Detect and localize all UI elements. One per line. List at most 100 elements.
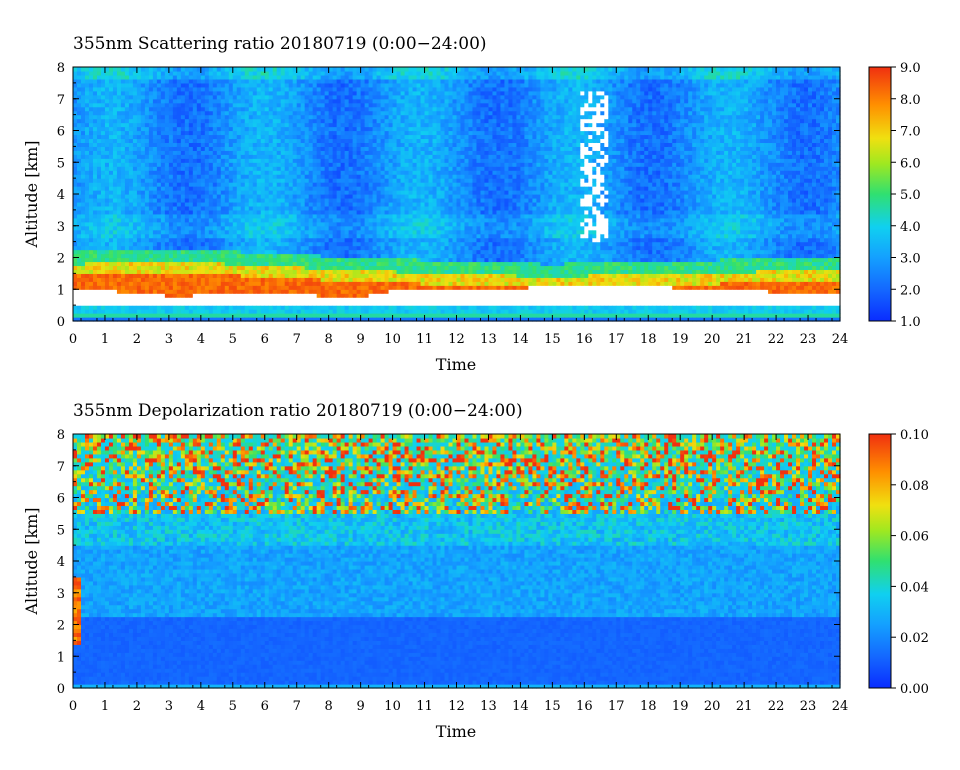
heatmap-cell — [276, 237, 282, 243]
heatmap-cell — [320, 102, 326, 108]
heatmap-cell — [360, 201, 366, 207]
heatmap-cell — [344, 94, 350, 100]
heatmap-cell — [324, 217, 330, 223]
heatmap-cell — [228, 269, 234, 274]
heatmap-cell — [80, 229, 86, 235]
heatmap-cell — [200, 134, 206, 140]
heatmap-cell — [264, 178, 270, 183]
heatmap-cell — [172, 98, 178, 104]
heatmap-cell — [180, 277, 186, 282]
heatmap-cell — [124, 114, 130, 120]
heatmap-cell — [344, 261, 350, 267]
heatmap-cell — [184, 78, 190, 84]
heatmap-cell — [356, 313, 362, 318]
heatmap-cell — [84, 233, 90, 239]
heatmap-cell — [196, 305, 202, 310]
heatmap-cell — [208, 110, 214, 116]
heatmap-cell — [308, 162, 314, 167]
heatmap-cell — [204, 285, 210, 290]
heatmap-cell — [300, 277, 306, 282]
heatmap-cell — [336, 150, 342, 155]
heatmap-cell — [332, 249, 338, 255]
heatmap-cell — [120, 186, 126, 191]
heatmap-cell — [380, 297, 386, 302]
heatmap-cell — [192, 67, 198, 72]
heatmap-cell — [104, 297, 110, 302]
heatmap-cell — [80, 313, 86, 318]
heatmap-cell — [300, 301, 306, 306]
heatmap-cell — [196, 138, 202, 144]
heatmap-cell — [328, 150, 334, 155]
heatmap-cell — [304, 126, 310, 132]
heatmap-cell — [184, 186, 190, 191]
heatmap-cell — [380, 150, 386, 155]
heatmap-cell — [184, 154, 190, 159]
heatmap-cell — [252, 67, 258, 72]
heatmap-cell — [76, 67, 82, 72]
heatmap-cell — [348, 74, 354, 80]
heatmap-cell — [164, 154, 170, 159]
heatmap-cell — [288, 237, 294, 243]
heatmap-cell — [100, 289, 106, 294]
heatmap-cell — [140, 309, 146, 314]
heatmap-cell — [288, 313, 294, 318]
heatmap-cell — [352, 225, 358, 231]
heatmap-cell — [268, 233, 274, 239]
heatmap-cell — [96, 305, 102, 310]
heatmap-cell — [244, 261, 250, 267]
heatmap-cell — [188, 106, 194, 112]
heatmap-cell — [104, 281, 110, 286]
heatmap-cell — [156, 186, 162, 191]
heatmap-cell — [88, 134, 94, 140]
heatmap-cell — [304, 289, 310, 294]
heatmap-cell — [288, 110, 294, 116]
heatmap-cell — [340, 170, 346, 175]
heatmap-cell — [220, 257, 226, 263]
heatmap-cell — [104, 74, 110, 80]
heatmap-cell — [136, 221, 142, 227]
heatmap-cell — [216, 217, 222, 223]
heatmap-cell — [252, 126, 258, 132]
heatmap-cell — [260, 122, 266, 128]
heatmap-cell — [184, 269, 190, 274]
heatmap-cell — [73, 217, 78, 223]
heatmap-cell — [104, 273, 110, 278]
heatmap-cell — [244, 225, 250, 231]
heatmap-cell — [332, 265, 338, 271]
heatmap-cell — [296, 257, 302, 263]
heatmap-cell — [256, 197, 262, 203]
heatmap-cell — [236, 130, 242, 136]
heatmap-cell — [80, 154, 86, 159]
heatmap-cell — [164, 126, 170, 132]
heatmap-cell — [228, 134, 234, 140]
heatmap-cell — [364, 221, 370, 227]
heatmap-cell — [320, 257, 326, 263]
heatmap-cell — [184, 229, 190, 235]
heatmap-cell — [252, 269, 258, 274]
heatmap-cell — [240, 186, 246, 191]
heatmap-cell — [312, 186, 318, 191]
heatmap-cell — [108, 213, 114, 219]
heatmap-cell — [100, 122, 106, 128]
heatmap-cell — [372, 134, 378, 140]
heatmap-cell — [92, 297, 98, 302]
heatmap-cell — [240, 305, 246, 310]
heatmap-cell — [208, 213, 214, 219]
heatmap-cell — [140, 182, 146, 187]
heatmap-cell — [156, 253, 162, 259]
heatmap-cell — [232, 142, 238, 147]
heatmap-cell — [172, 225, 178, 231]
heatmap-cell — [228, 110, 234, 116]
heatmap-cell — [296, 237, 302, 243]
heatmap-cell — [164, 122, 170, 128]
heatmap-cell — [112, 253, 118, 259]
heatmap-cell — [308, 221, 314, 227]
heatmap-cell — [208, 221, 214, 227]
heatmap-cell — [164, 150, 170, 155]
heatmap-cell — [192, 217, 198, 223]
heatmap-cell — [136, 102, 142, 108]
heatmap-cell — [272, 209, 278, 215]
heatmap-cell — [288, 225, 294, 231]
heatmap-cell — [176, 241, 182, 247]
heatmap-cell — [340, 90, 346, 96]
